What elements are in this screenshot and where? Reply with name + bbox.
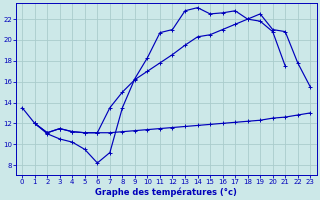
X-axis label: Graphe des températures (°c): Graphe des températures (°c) [95, 187, 237, 197]
